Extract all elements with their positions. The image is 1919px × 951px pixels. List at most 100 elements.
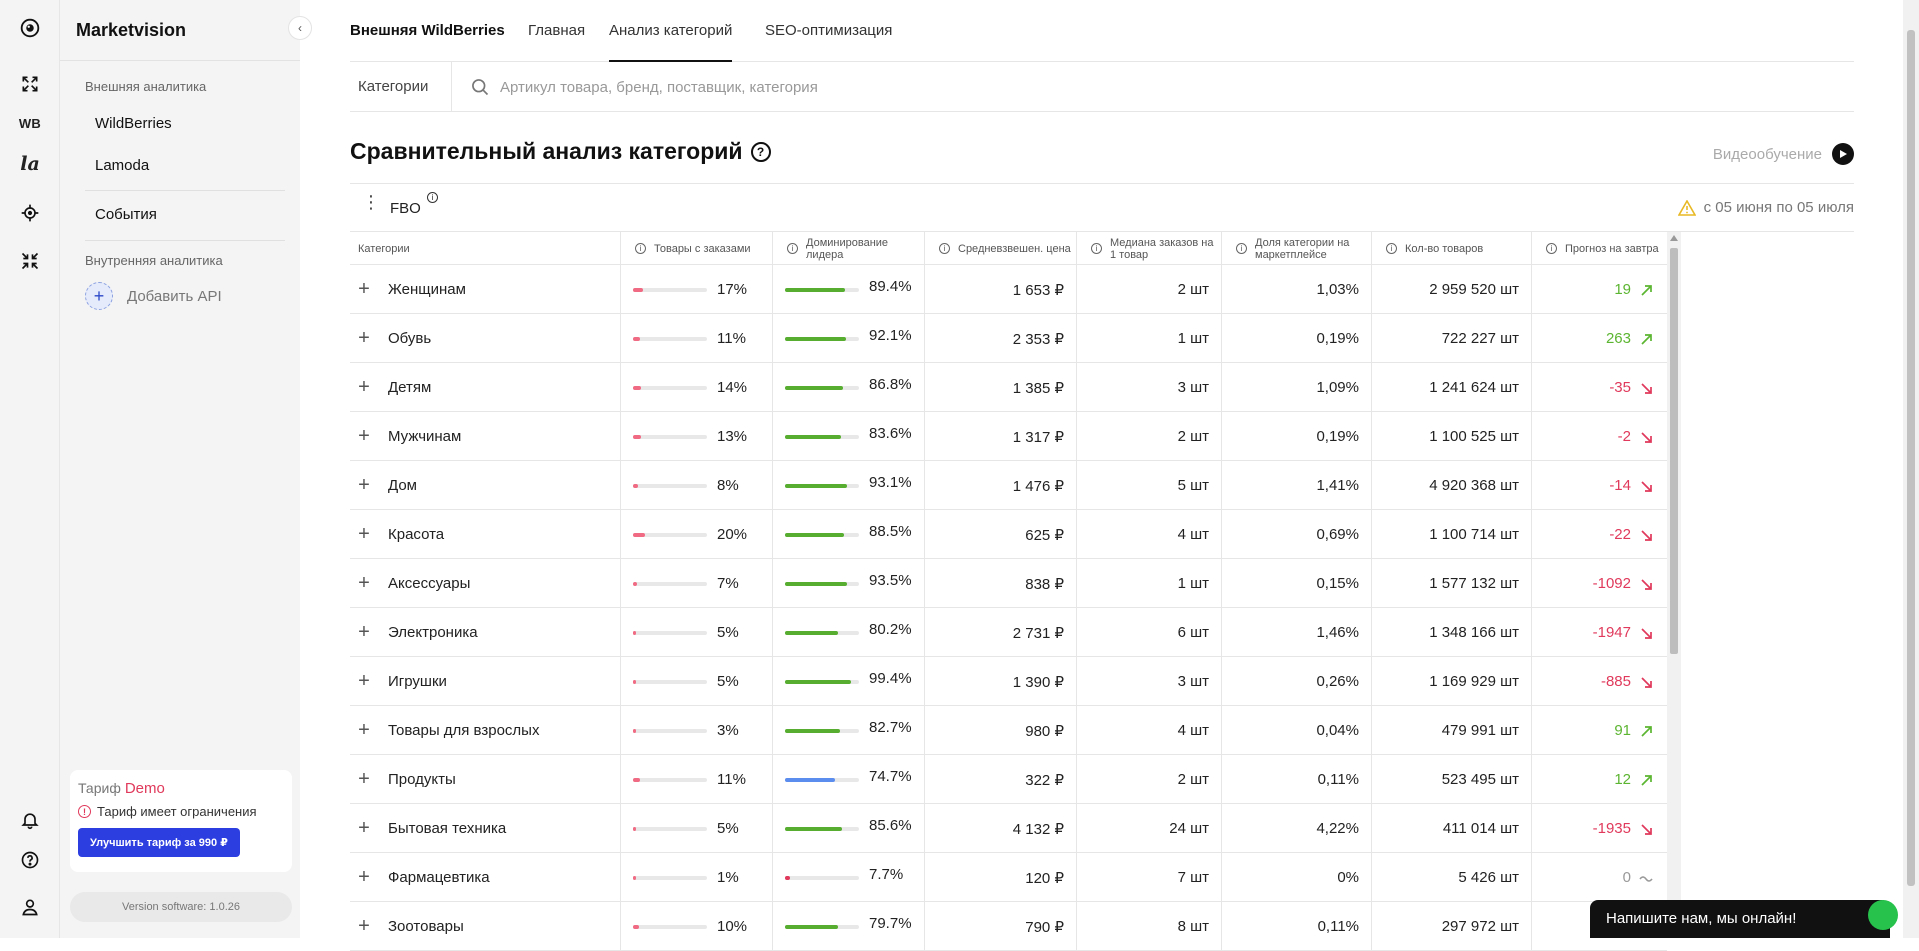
- column-header[interactable]: i Кол-во товаров: [1371, 232, 1531, 265]
- sidebar-item-lamoda[interactable]: Lamoda: [95, 157, 150, 174]
- category-name[interactable]: Детям: [388, 379, 432, 396]
- info-icon[interactable]: i: [1091, 243, 1102, 254]
- category-name[interactable]: Электроника: [388, 624, 478, 641]
- info-icon[interactable]: i: [635, 243, 646, 254]
- column-header[interactable]: i Средневзвешен. цена: [924, 232, 1076, 265]
- category-name[interactable]: Мужчинам: [388, 428, 462, 445]
- chat-widget[interactable]: Напишите нам, мы онлайн!: [1590, 900, 1898, 938]
- category-name[interactable]: Продукты: [388, 771, 456, 788]
- page-scroll-thumb[interactable]: [1907, 30, 1915, 886]
- median-cell: 2 шт: [1076, 265, 1221, 314]
- help-icon[interactable]: ?: [750, 141, 771, 162]
- page-scrollbar[interactable]: [1903, 0, 1919, 938]
- expand-plus-icon[interactable]: +: [358, 425, 370, 447]
- column-header[interactable]: i Прогноз на завтра: [1531, 232, 1667, 265]
- table-row[interactable]: + Фармацевтика 1% 7.7% 120 ₽ 7 шт 0% 5 426 шт 0: [350, 853, 1667, 902]
- category-name[interactable]: Товары для взрослых: [388, 722, 540, 739]
- column-header[interactable]: i Доля категории на маркетплейсе: [1221, 232, 1371, 265]
- category-name[interactable]: Обувь: [388, 330, 432, 347]
- column-header[interactable]: i Товары с заказами: [620, 232, 772, 265]
- table-row[interactable]: + Бытовая техника 5% 85.6% 4 132 ₽ 24 шт 4,22%…: [350, 804, 1667, 853]
- sidebar-item-events[interactable]: События: [95, 206, 157, 223]
- lamoda-icon[interactable]: la: [20, 153, 40, 175]
- sidebar-item-wildberries[interactable]: WildBerries: [95, 115, 172, 132]
- column-header[interactable]: i Медиана заказов на 1 товар: [1076, 232, 1221, 265]
- table-row[interactable]: + Обувь 11% 92.1% 2 353 ₽ 1 шт 0,19% 722 227 шт…: [350, 314, 1667, 363]
- user-icon[interactable]: [18, 895, 42, 919]
- forecast-cell: [1531, 902, 1667, 951]
- period-range[interactable]: с 05 июня по 05 июля: [1677, 199, 1854, 216]
- trend-down-icon: [1639, 479, 1653, 493]
- add-api-button[interactable]: + Добавить API: [85, 282, 222, 310]
- upgrade-tariff-button[interactable]: Улучшить тариф за 990 ₽: [78, 828, 240, 857]
- collapse-sidebar-button[interactable]: ‹: [288, 16, 312, 40]
- tab-seo[interactable]: SEO-оптимизация: [765, 22, 893, 39]
- tab-external-wildberries[interactable]: Внешняя WildBerries: [350, 22, 505, 39]
- bell-icon[interactable]: [18, 808, 42, 832]
- target-icon[interactable]: [18, 201, 42, 225]
- expand-plus-icon[interactable]: +: [358, 523, 370, 545]
- category-name[interactable]: Зоотовары: [388, 918, 464, 935]
- info-icon[interactable]: i: [1546, 243, 1557, 254]
- expand-icon[interactable]: [18, 72, 42, 96]
- scroll-up-icon[interactable]: [1670, 235, 1678, 241]
- collapse-icon[interactable]: [18, 249, 42, 273]
- count-cell: 722 227 шт: [1371, 314, 1531, 363]
- info-icon[interactable]: i: [1236, 243, 1247, 254]
- trend-down-icon: [1639, 528, 1653, 542]
- info-icon[interactable]: i: [787, 243, 798, 254]
- expand-plus-icon[interactable]: +: [358, 278, 370, 300]
- search-input[interactable]: [500, 74, 1400, 100]
- table-row[interactable]: + Дом 8% 93.1% 1 476 ₽ 5 шт 1,41% 4 920 368 шт -…: [350, 461, 1667, 510]
- category-name[interactable]: Дом: [388, 477, 417, 494]
- fbo-label[interactable]: FBO: [390, 200, 421, 217]
- dominance-cell: 89.4%: [772, 265, 924, 314]
- table-row[interactable]: + Красота 20% 88.5% 625 ₽ 4 шт 0,69% 1 100 714 …: [350, 510, 1667, 559]
- table-row[interactable]: + Мужчинам 13% 83.6% 1 317 ₽ 2 шт 0,19% 1 100 5…: [350, 412, 1667, 461]
- more-icon[interactable]: ⋮: [362, 192, 380, 212]
- info-icon[interactable]: i: [1386, 243, 1397, 254]
- expand-plus-icon[interactable]: +: [358, 621, 370, 643]
- scroll-thumb[interactable]: [1670, 248, 1678, 654]
- expand-plus-icon[interactable]: +: [358, 719, 370, 741]
- logo-icon[interactable]: [18, 16, 42, 40]
- column-header-label: Доля категории на маркетплейсе: [1255, 236, 1350, 261]
- count-value: 479 991 шт: [1441, 722, 1519, 739]
- help-icon[interactable]: [18, 848, 42, 872]
- wildberries-icon[interactable]: WB: [18, 115, 42, 131]
- table-row[interactable]: + Детям 14% 86.8% 1 385 ₽ 3 шт 1,09% 1 241 624 …: [350, 363, 1667, 412]
- category-name[interactable]: Игрушки: [388, 673, 447, 690]
- table-row[interactable]: + Товары для взрослых 3% 82.7% 980 ₽ 4 шт 0,04…: [350, 706, 1667, 755]
- tab-category-analysis[interactable]: Анализ категорий: [609, 22, 733, 62]
- expand-plus-icon[interactable]: +: [358, 327, 370, 349]
- table-scrollbar[interactable]: [1667, 232, 1681, 938]
- expand-plus-icon[interactable]: +: [358, 915, 370, 937]
- expand-plus-icon[interactable]: +: [358, 768, 370, 790]
- column-header[interactable]: Категории: [350, 232, 620, 265]
- expand-plus-icon[interactable]: +: [358, 866, 370, 888]
- info-icon[interactable]: i: [939, 243, 950, 254]
- video-tutorial-button[interactable]: Видеообучение: [1713, 143, 1854, 165]
- table-row[interactable]: + Игрушки 5% 99.4% 1 390 ₽ 3 шт 0,26% 1 169 929…: [350, 657, 1667, 706]
- orders-bar: [633, 385, 707, 390]
- table-row[interactable]: + Электроника 5% 80.2% 2 731 ₽ 6 шт 1,46% 1 348…: [350, 608, 1667, 657]
- category-name[interactable]: Фармацевтика: [388, 869, 490, 886]
- category-name[interactable]: Аксессуары: [388, 575, 471, 592]
- category-name[interactable]: Бытовая техника: [388, 820, 507, 837]
- table-row[interactable]: + Женщинам 17% 89.4% 1 653 ₽ 2 шт 1,03% 2 959 5…: [350, 265, 1667, 314]
- expand-plus-icon[interactable]: +: [358, 670, 370, 692]
- table-row[interactable]: + Аксессуары 7% 93.5% 838 ₽ 1 шт 0,15% 1 577 13…: [350, 559, 1667, 608]
- expand-plus-icon[interactable]: +: [358, 817, 370, 839]
- column-header[interactable]: i Доминирование лидера: [772, 232, 924, 265]
- expand-plus-icon[interactable]: +: [358, 376, 370, 398]
- category-name[interactable]: Красота: [388, 526, 445, 543]
- table-row[interactable]: + Зоотовары 10% 79.7% 790 ₽ 8 шт 0,11% 297 972 …: [350, 902, 1667, 951]
- info-icon[interactable]: i: [427, 192, 438, 203]
- category-name[interactable]: Женщинам: [388, 281, 466, 298]
- orders-cell: 3%: [620, 706, 772, 755]
- table-row[interactable]: + Продукты 11% 74.7% 322 ₽ 2 шт 0,11% 523 495 ш…: [350, 755, 1667, 804]
- expand-plus-icon[interactable]: +: [358, 572, 370, 594]
- category-filter-button[interactable]: Категории: [358, 78, 429, 95]
- tab-main[interactable]: Главная: [528, 22, 586, 39]
- expand-plus-icon[interactable]: +: [358, 474, 370, 496]
